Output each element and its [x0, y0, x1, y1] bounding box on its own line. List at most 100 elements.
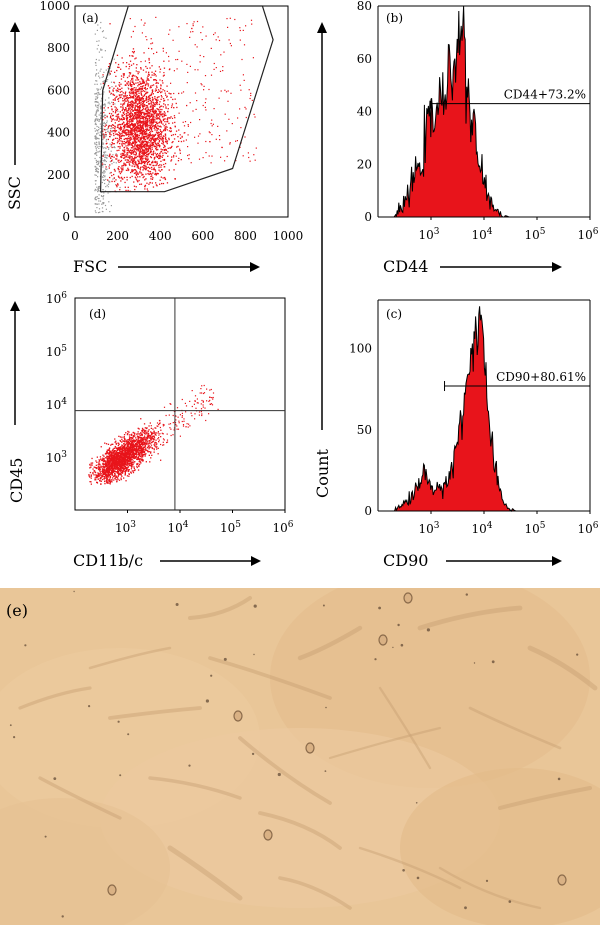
- panel-a-point-gray: [99, 88, 101, 90]
- panel-d-point: [137, 438, 139, 440]
- panel-a-point-red: [130, 97, 132, 99]
- panel-a-point-red: [137, 135, 139, 137]
- panel-d-point: [128, 436, 131, 438]
- panel-a-point-red: [142, 85, 144, 87]
- panel-d-point: [107, 460, 109, 462]
- panel-a-point-red: [164, 178, 166, 180]
- panel-a-point-red: [113, 143, 115, 145]
- panel-a-point-red: [139, 167, 141, 170]
- panel-a-point-red: [134, 127, 136, 129]
- panel-d-point: [90, 474, 92, 476]
- panel-d-point: [122, 457, 124, 459]
- panel-a-point-red: [178, 50, 180, 52]
- panel-a-point-red: [150, 128, 153, 130]
- panel-d-point: [142, 454, 144, 457]
- panel-a-point-red: [155, 137, 157, 140]
- panel-a-point-red: [160, 91, 162, 94]
- panel-a-point-red: [146, 167, 148, 169]
- panel-d-point: [143, 438, 145, 440]
- panel-a-point-red: [128, 134, 130, 136]
- panel-a-point-gray: [111, 101, 113, 103]
- panel-a-point-gray: [113, 58, 115, 60]
- panel-a-point-red: [202, 26, 204, 28]
- panel-a-point-red: [163, 129, 165, 131]
- panel-a-point-red: [145, 160, 147, 162]
- panel-a-point-red: [132, 129, 134, 131]
- panel-d-point: [100, 458, 102, 460]
- panel-d-point: [115, 468, 117, 470]
- panel-a-point-red: [137, 71, 139, 73]
- panel-a-point-red: [171, 105, 173, 107]
- panel-a-point-red: [151, 84, 153, 87]
- panel-d-point: [144, 449, 146, 451]
- panel-a-point-red: [145, 128, 147, 130]
- panel-a-point-red: [141, 90, 143, 92]
- panel-a-point-red: [134, 157, 136, 159]
- panel-d-point: [134, 444, 136, 446]
- panel-a-point-red: [133, 118, 135, 120]
- panel-a-point-red: [144, 93, 147, 95]
- panel-a-point-red: [118, 128, 120, 130]
- panel-d-point: [104, 462, 107, 464]
- panel-a-point-red: [134, 151, 136, 153]
- panel-d-point: [114, 477, 117, 479]
- panel-a-point-red: [125, 100, 127, 102]
- panel-a-point-red: [126, 118, 128, 120]
- panel-a-point-red: [153, 135, 155, 138]
- panel-d-point: [130, 454, 132, 456]
- panel-a-point-red: [169, 117, 171, 119]
- panel-a-point-red: [131, 81, 133, 83]
- panel-a-point-red: [136, 130, 138, 132]
- panel-d-point: [120, 466, 122, 468]
- panel-a-point-red: [151, 91, 153, 93]
- panel-a-point-gray: [99, 123, 101, 125]
- panel-a-point-gray: [94, 174, 96, 176]
- panel-a-point-red: [222, 66, 224, 68]
- panel-a-point-red: [121, 140, 123, 142]
- panel-d-point: [106, 461, 108, 463]
- panel-a-point-red: [130, 115, 132, 117]
- panel-d-point: [135, 453, 137, 455]
- panel-a-point-red: [116, 54, 119, 56]
- panel-a-point-red: [141, 155, 143, 157]
- panel-a-point-red: [135, 114, 137, 116]
- panel-a-point-red: [145, 169, 147, 171]
- panel-a-point-red: [250, 92, 252, 94]
- panel-a-point-red: [140, 155, 142, 157]
- panel-a-point-gray: [103, 115, 105, 117]
- panel-a-point-gray: [111, 131, 113, 133]
- panel-a-point-red: [151, 99, 153, 101]
- panel-a-point-red: [128, 113, 131, 116]
- panel-a-point-red: [117, 66, 119, 68]
- panel-d-point: [112, 468, 114, 471]
- panel-d-point: [140, 459, 143, 461]
- panel-d-point: [116, 451, 118, 453]
- panel-a-point-red: [145, 120, 147, 122]
- panel-a-point-red: [157, 108, 159, 111]
- panel-a-point-red: [140, 83, 142, 85]
- panel-a-point-red: [159, 129, 161, 131]
- panel-a-point-red: [138, 100, 141, 103]
- panel-a-point-red: [155, 102, 157, 104]
- panel-a-point-red: [123, 103, 125, 105]
- panel-a-point-red: [125, 97, 127, 100]
- panel-d-point: [185, 426, 187, 428]
- panel-d-point: [107, 476, 109, 478]
- panel-d-point: [110, 463, 113, 465]
- panel-a-point-gray: [108, 89, 110, 92]
- panel-d-point: [138, 465, 140, 467]
- panel-a-point-gray: [104, 114, 106, 116]
- panel-d-point: [155, 439, 157, 441]
- panel-a-point-red: [126, 126, 128, 128]
- panel-a-point-red: [136, 105, 138, 107]
- panel-a-point-red: [168, 169, 170, 171]
- panel-a-point-red: [141, 166, 143, 168]
- panel-a-point-red: [122, 114, 124, 117]
- panel-a-point-red: [131, 130, 133, 132]
- panel-a-point-gray: [94, 114, 96, 116]
- panel-a-point-red: [116, 133, 118, 135]
- panel-d-point: [107, 471, 110, 474]
- panel-a-point-gray: [109, 103, 111, 105]
- panel-d-point: [98, 468, 100, 470]
- panel-a-point-red: [137, 82, 139, 84]
